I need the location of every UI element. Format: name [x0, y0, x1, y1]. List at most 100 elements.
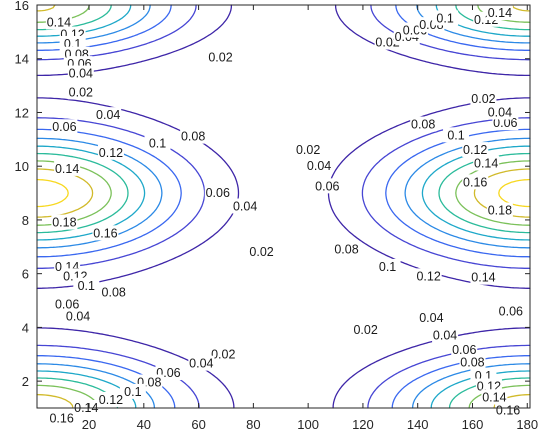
- contour-label: 0.04: [189, 357, 213, 371]
- contour-label-bg: [100, 284, 127, 300]
- contour-label: 0.06: [499, 304, 523, 318]
- y-tick-label: 10: [15, 159, 29, 174]
- contour-label: 0.08: [411, 118, 435, 132]
- contour-label-bg: [54, 296, 81, 312]
- y-tick-label: 16: [15, 0, 29, 13]
- contour-label: 0.04: [488, 105, 512, 119]
- x-tick-label: 20: [82, 417, 96, 432]
- contour-label-bg: [204, 185, 231, 201]
- contour-label: 0.04: [69, 67, 93, 81]
- contour-label-bg: [374, 258, 401, 274]
- y-tick-label: 14: [15, 52, 29, 67]
- contour-label: 0.16: [496, 404, 520, 418]
- contour-label: 0.1: [379, 260, 396, 274]
- contour-label-bg: [97, 391, 124, 407]
- y-tick-label: 2: [22, 374, 29, 389]
- contour-label: 0.12: [99, 393, 123, 407]
- contour-label: 0.16: [49, 412, 73, 426]
- contour-label: 0.02: [296, 143, 320, 157]
- contour-label-bg: [443, 127, 470, 143]
- y-tick-label: 8: [22, 213, 29, 228]
- contour-label-bg: [432, 327, 459, 343]
- contour-label-bg: [495, 402, 522, 418]
- contour-level-0.02: [36, 4, 531, 409]
- contour-label: 0.14: [471, 271, 495, 285]
- contour-label-bg: [144, 135, 171, 151]
- contour-label-bg: [97, 144, 124, 160]
- y-axis: 2 4 6 8 10 12 14 16: [15, 0, 530, 389]
- contour-label-bg: [432, 10, 459, 26]
- contour-label: 0.12: [416, 269, 440, 283]
- contour-label-bg: [486, 104, 513, 120]
- contour-label: 0.12: [463, 143, 487, 157]
- contour-label: 0.04: [433, 328, 457, 342]
- contour-label-bg: [481, 389, 508, 405]
- contour-label: 0.06: [452, 343, 476, 357]
- contour-label: 0.06: [206, 186, 230, 200]
- contour-label-bg: [418, 309, 445, 325]
- contour-label-bg: [95, 107, 122, 123]
- contour-label-bg: [210, 346, 237, 362]
- contour-label: 0.06: [493, 116, 517, 130]
- contour-label-bg: [470, 269, 497, 285]
- contour-label-bg: [306, 158, 333, 174]
- contour-label-bg: [51, 214, 78, 230]
- y-tick-label: 4: [22, 320, 29, 335]
- x-tick-label: 180: [516, 417, 538, 432]
- contour-label-bg: [486, 5, 513, 21]
- contour-label: 0.1: [436, 11, 453, 25]
- contour-label-bg: [51, 119, 78, 135]
- contour-label: 0.02: [471, 92, 495, 106]
- contour-label-bg: [180, 128, 207, 144]
- contour-label: 0.1: [124, 385, 141, 399]
- contour-label-bg: [314, 178, 341, 194]
- contour-label-bg: [92, 225, 119, 241]
- contour-label-bg: [451, 342, 478, 358]
- y-tick-label: 6: [22, 267, 29, 282]
- contour-label-bg: [473, 155, 500, 171]
- contour-label: 0.04: [307, 159, 331, 173]
- contour-label-bg: [188, 355, 215, 371]
- contour-label: 0.02: [353, 323, 377, 337]
- contour-label: 0.08: [334, 242, 358, 256]
- contour-label: 0.16: [93, 226, 117, 240]
- contour-label: 0.02: [69, 85, 93, 99]
- contour-label: 0.04: [66, 310, 90, 324]
- contour-label: 0.04: [233, 200, 257, 214]
- x-tick-label: 60: [191, 417, 205, 432]
- contour-label-bg: [119, 383, 146, 399]
- contour-label-bg: [295, 142, 322, 158]
- contour-label-bg: [352, 322, 379, 338]
- contour-label-bg: [333, 241, 360, 257]
- contour-label: 0.18: [52, 216, 76, 230]
- contour-label-bg: [232, 198, 259, 214]
- contour-label: 0.02: [375, 36, 399, 50]
- contour-label: 0.14: [482, 390, 506, 404]
- y-tick-label: 12: [15, 105, 29, 120]
- contour-label: 0.1: [447, 128, 464, 142]
- contour-label: 0.1: [149, 136, 166, 150]
- contour-label: 0.14: [488, 6, 512, 20]
- plot-frame: [36, 4, 531, 409]
- contour-label-bg: [45, 14, 72, 30]
- x-tick-label: 140: [407, 417, 429, 432]
- contour-label-bg: [462, 174, 489, 190]
- contour-label: 0.16: [463, 175, 487, 189]
- contour-label: 0.06: [52, 120, 76, 134]
- contour-label: 0.12: [99, 146, 123, 160]
- contour-label: 0.02: [249, 245, 273, 259]
- contour-labels: 0.140.120.10.080.060.040.020.040.060.120…: [45, 5, 524, 426]
- contour-label: 0.04: [419, 311, 443, 325]
- contour-label: 0.08: [460, 355, 484, 369]
- contour-label: 0.08: [102, 285, 126, 299]
- contour-label: 0.02: [208, 50, 232, 64]
- contour-label-bg: [73, 277, 100, 293]
- contour-label: 0.14: [474, 157, 498, 171]
- contour-label: 0.14: [47, 15, 71, 29]
- contour-label: 0.18: [488, 204, 512, 218]
- contour-label: 0.08: [181, 130, 205, 144]
- contour-label: 0.04: [96, 108, 120, 122]
- contour-label-bg: [67, 84, 94, 100]
- contour-label: 0.06: [315, 179, 339, 193]
